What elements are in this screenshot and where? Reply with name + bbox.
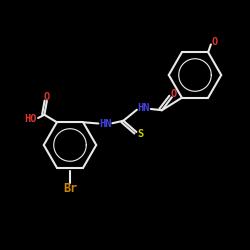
Text: HN: HN [99, 119, 112, 129]
Text: HO: HO [24, 114, 37, 124]
Text: O: O [171, 89, 177, 99]
Text: O: O [212, 37, 218, 47]
Text: S: S [138, 129, 144, 139]
Text: HN: HN [138, 103, 150, 113]
Text: O: O [44, 92, 50, 102]
Text: Br: Br [63, 182, 77, 195]
